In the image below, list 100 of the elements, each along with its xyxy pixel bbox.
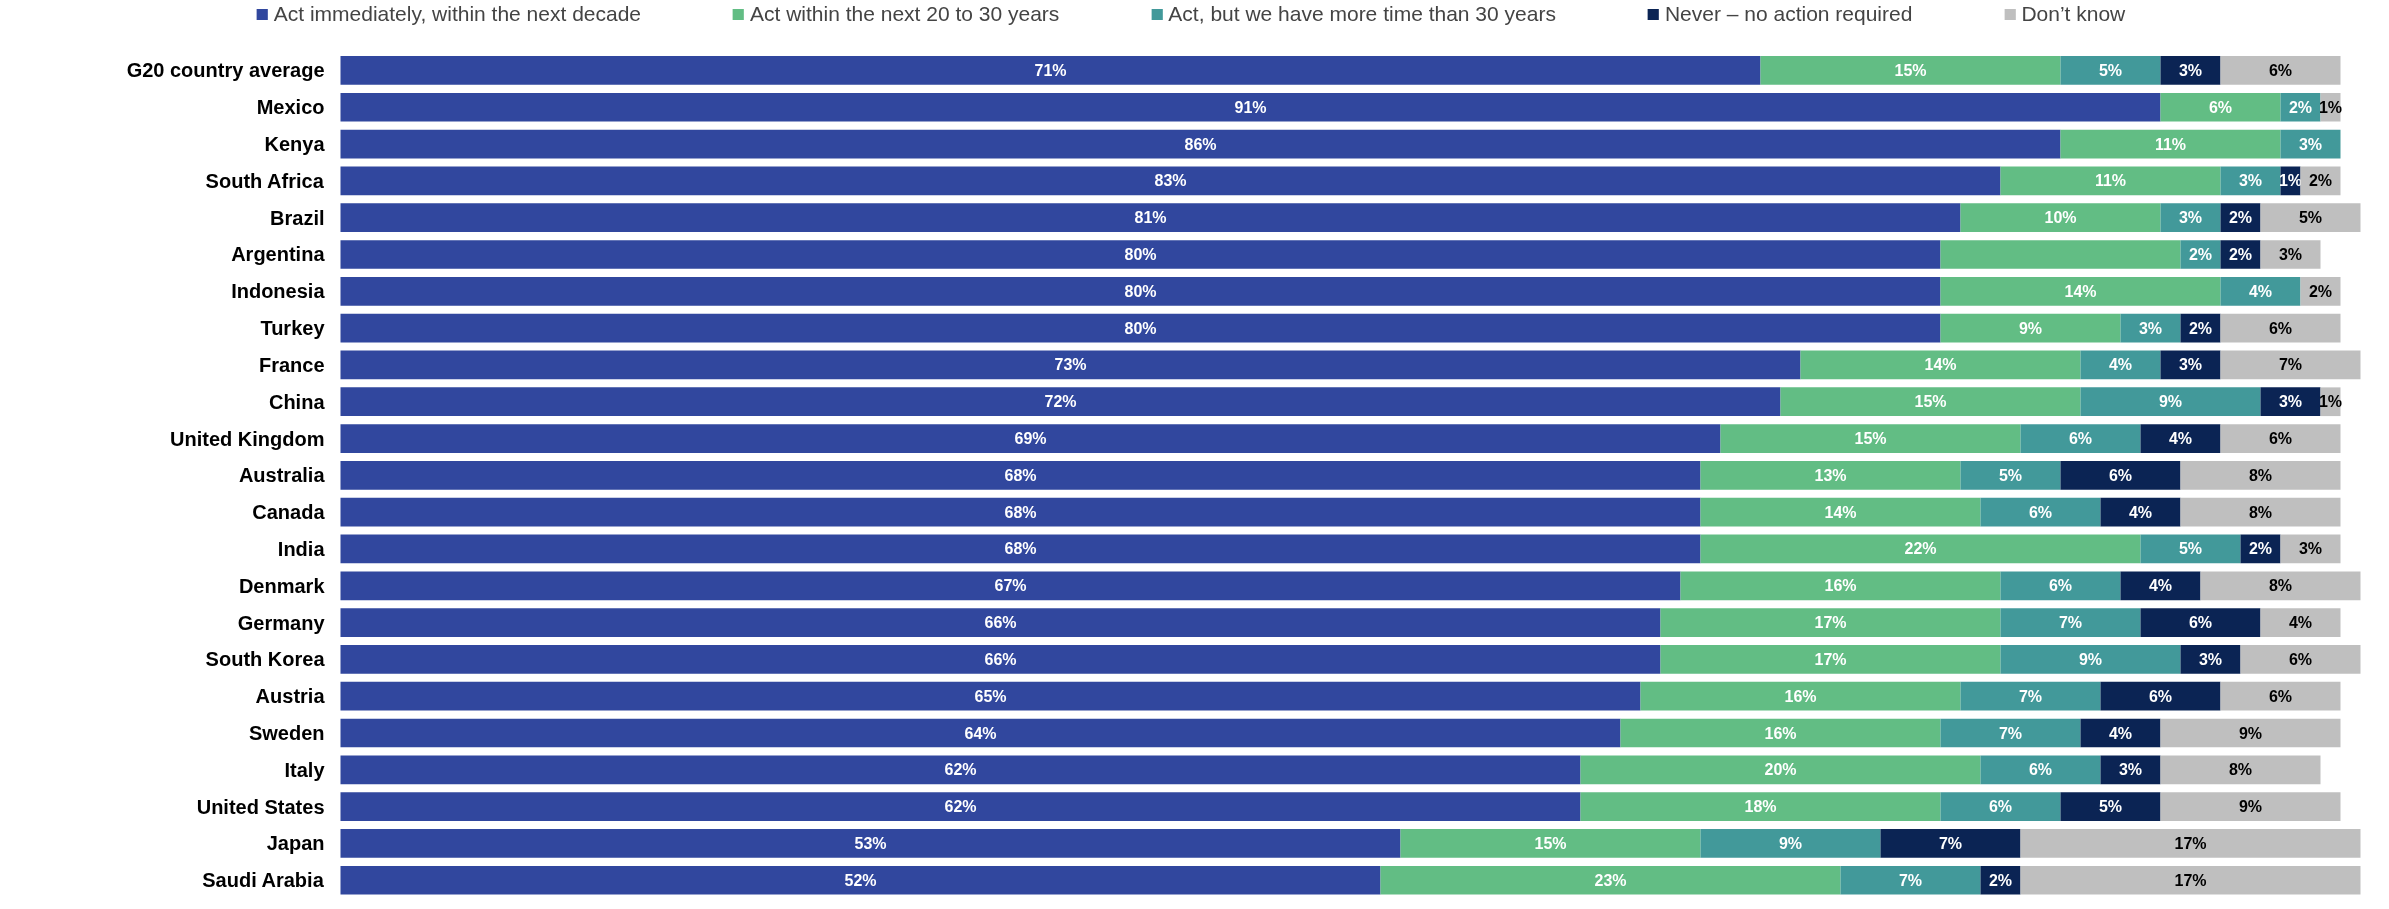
data-label: 4% xyxy=(2168,430,2193,448)
y-tick-label: United Kingdom xyxy=(170,427,325,450)
data-label: 3% xyxy=(2118,761,2143,779)
data-label: 9% xyxy=(2238,798,2263,816)
data-label: 15% xyxy=(1894,61,1927,79)
data-label: 53% xyxy=(854,834,887,852)
data-label: 11% xyxy=(2154,135,2187,153)
data-label: 5% xyxy=(2098,61,2123,79)
y-tick-label: Brazil xyxy=(270,206,325,229)
data-label: 8% xyxy=(2268,577,2293,595)
data-label: 6% xyxy=(2148,687,2173,705)
y-tick-label: Denmark xyxy=(238,574,326,597)
y-tick-label: Sweden xyxy=(248,722,325,745)
data-label: 2% xyxy=(2288,98,2313,116)
y-tick-label: Argentina xyxy=(231,243,326,266)
data-label: 1% xyxy=(2318,98,2343,116)
data-label: 3% xyxy=(2198,650,2223,668)
data-label: 66% xyxy=(984,650,1017,668)
data-label: 16% xyxy=(1824,577,1857,595)
data-label: 2% xyxy=(2308,282,2333,300)
data-label: 2% xyxy=(2228,209,2253,227)
data-label: 2% xyxy=(2188,319,2213,337)
legend-label: Never – no action required xyxy=(1664,2,1913,26)
data-label: 9% xyxy=(1778,834,1803,852)
data-label: 80% xyxy=(1124,282,1157,300)
data-label: 7% xyxy=(2058,614,2083,632)
y-tick-label: Turkey xyxy=(260,317,326,340)
data-label: 17% xyxy=(1814,650,1847,668)
data-label: 15% xyxy=(1914,393,1947,411)
data-label: 17% xyxy=(2174,871,2207,889)
data-label: 22% xyxy=(1904,540,1937,558)
data-label: 17% xyxy=(1814,614,1847,632)
y-tick-label: Indonesia xyxy=(231,280,326,303)
data-label: 4% xyxy=(2128,503,2153,521)
y-tick-label: Germany xyxy=(237,611,326,634)
data-label: 16% xyxy=(1784,687,1817,705)
data-label: 6% xyxy=(2268,687,2293,705)
data-label: 3% xyxy=(2178,209,2203,227)
data-label: 4% xyxy=(2288,614,2313,632)
y-tick-label: Saudi Arabia xyxy=(202,869,325,892)
legend-label: Don’t know xyxy=(2021,2,2126,26)
data-label: 7% xyxy=(1898,871,1923,889)
data-label: 6% xyxy=(2268,430,2293,448)
data-label: 81% xyxy=(1134,209,1167,227)
data-label: 6% xyxy=(2188,614,2213,632)
data-label: 7% xyxy=(1998,724,2023,742)
data-label: 7% xyxy=(1938,834,1963,852)
y-tick-label: Japan xyxy=(266,832,325,855)
data-label: 5% xyxy=(2178,540,2203,558)
data-label: 16% xyxy=(1764,724,1797,742)
data-label: 68% xyxy=(1004,503,1037,521)
data-label: 3% xyxy=(2278,393,2303,411)
data-label: 2% xyxy=(2188,245,2213,263)
data-label: 4% xyxy=(2148,577,2173,595)
data-label: 8% xyxy=(2248,466,2273,484)
data-label: 3% xyxy=(2298,540,2323,558)
data-label: 3% xyxy=(2238,172,2263,190)
y-tick-label: South Korea xyxy=(205,648,326,671)
data-label: 9% xyxy=(2158,393,2183,411)
data-label: 69% xyxy=(1014,430,1047,448)
data-label: 66% xyxy=(984,614,1017,632)
data-label: 5% xyxy=(2298,209,2323,227)
legend-label: Act, but we have more time than 30 years xyxy=(1168,2,1556,26)
data-label: 80% xyxy=(1124,319,1157,337)
data-label: 8% xyxy=(2248,503,2273,521)
data-label: 8% xyxy=(2228,761,2253,779)
data-label: 23% xyxy=(1594,871,1627,889)
y-tick-label: Australia xyxy=(238,464,326,487)
data-label: 6% xyxy=(2108,466,2133,484)
data-label: 9% xyxy=(2078,650,2103,668)
data-label: 71% xyxy=(1034,61,1067,79)
data-label: 62% xyxy=(944,761,977,779)
data-label: 6% xyxy=(2068,430,2093,448)
y-tick-label: Kenya xyxy=(264,133,326,156)
data-label: 15% xyxy=(1854,430,1887,448)
data-label: 14% xyxy=(2064,282,2097,300)
data-label: 3% xyxy=(2178,61,2203,79)
data-label: 18% xyxy=(1744,798,1777,816)
data-label: 7% xyxy=(2278,356,2303,374)
data-label: 2% xyxy=(2228,245,2253,263)
data-label: 6% xyxy=(2268,319,2293,337)
data-label: 2% xyxy=(1988,871,2013,889)
data-label: 7% xyxy=(2018,687,2043,705)
data-label: 52% xyxy=(844,871,877,889)
data-label: 2% xyxy=(2248,540,2273,558)
data-label: 15% xyxy=(1534,834,1567,852)
data-label: 86% xyxy=(1184,135,1217,153)
data-label: 4% xyxy=(2108,724,2133,742)
y-tick-label: Austria xyxy=(255,685,326,708)
y-tick-label: France xyxy=(258,353,325,376)
data-label: 3% xyxy=(2138,319,2163,337)
y-tick-label: India xyxy=(277,537,326,560)
data-label: 2% xyxy=(2308,172,2333,190)
data-label: 10% xyxy=(2044,209,2077,227)
y-tick-label: South Africa xyxy=(205,169,325,192)
data-label: 62% xyxy=(944,798,977,816)
data-label: 17% xyxy=(2174,834,2207,852)
data-label: 11% xyxy=(2094,172,2127,190)
data-label: 14% xyxy=(1924,356,1957,374)
data-label: 6% xyxy=(2268,61,2293,79)
